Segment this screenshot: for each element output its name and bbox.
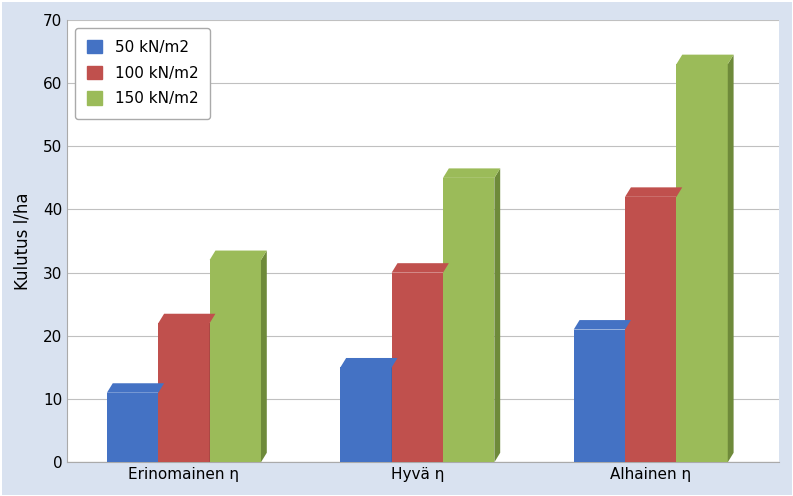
Bar: [573, 329, 625, 462]
Polygon shape: [443, 263, 449, 462]
Bar: [443, 178, 494, 462]
Bar: [107, 393, 159, 462]
Polygon shape: [159, 383, 164, 462]
Bar: [340, 368, 392, 462]
Polygon shape: [392, 263, 449, 273]
Bar: [676, 64, 728, 462]
Polygon shape: [392, 358, 397, 462]
Polygon shape: [107, 383, 164, 393]
Polygon shape: [728, 55, 734, 462]
Polygon shape: [443, 169, 500, 178]
Polygon shape: [159, 314, 216, 323]
Y-axis label: Kulutus l/ha: Kulutus l/ha: [14, 192, 32, 290]
Bar: [625, 197, 676, 462]
Polygon shape: [261, 250, 266, 462]
Polygon shape: [494, 169, 500, 462]
Polygon shape: [625, 187, 682, 197]
Bar: [159, 323, 209, 462]
Legend: 50 kN/m2, 100 kN/m2, 150 kN/m2: 50 kN/m2, 100 kN/m2, 150 kN/m2: [75, 27, 210, 119]
Polygon shape: [340, 358, 397, 368]
Polygon shape: [573, 320, 631, 329]
Polygon shape: [676, 55, 734, 64]
Polygon shape: [209, 314, 216, 462]
Bar: [209, 260, 261, 462]
Bar: [392, 273, 443, 462]
Polygon shape: [676, 187, 682, 462]
Polygon shape: [625, 320, 631, 462]
Polygon shape: [209, 250, 266, 260]
